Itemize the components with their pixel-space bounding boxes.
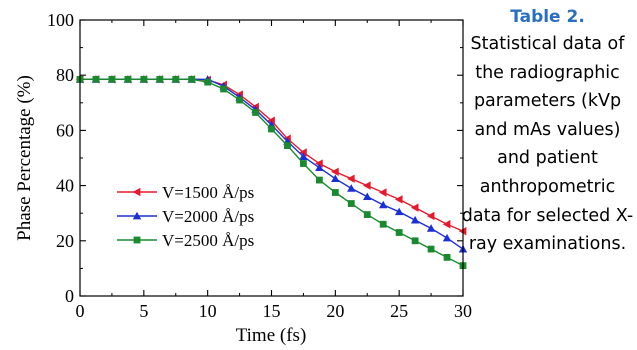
x-tick-label: 25 (390, 301, 408, 321)
data-point (331, 167, 339, 176)
data-point (427, 245, 435, 253)
data-point (315, 163, 324, 172)
x-axis-label: Time (fs) (236, 325, 307, 346)
data-point (379, 220, 387, 228)
x-tick-label: 5 (139, 301, 148, 321)
y-axis-label: Phase Percentage (%) (14, 75, 35, 241)
x-tick-label: 0 (76, 301, 85, 321)
series-3 (76, 75, 467, 270)
x-tick-label: 20 (326, 301, 344, 321)
caption-text: Statistical data of the radiographic par… (461, 34, 634, 255)
phase-percentage-chart: 0 5 10 15 20 25 30 0 20 40 60 80 100 Time (fs) Phase… (14, 10, 472, 346)
data-point (410, 215, 420, 224)
data-point (267, 116, 275, 125)
series-line (80, 78, 464, 250)
data-point (411, 237, 419, 245)
legend-label: V=2500 Å/ps (162, 231, 254, 250)
data-point (204, 78, 212, 86)
data-point (426, 224, 436, 232)
caption-panel: Table 2. Statistical data of the radiogr… (458, 4, 637, 259)
y-tick-label: 0 (65, 286, 74, 306)
data-point (92, 75, 100, 83)
data-point (347, 200, 355, 207)
data-point (132, 187, 141, 197)
series-1 (75, 75, 467, 236)
caption-title: Table 2. (510, 7, 585, 27)
y-tick-label: 60 (56, 120, 74, 140)
data-point (347, 174, 355, 183)
series-layer (75, 75, 468, 270)
y-tick-label: 20 (56, 231, 74, 251)
legend-item: V=2000 Å/ps (117, 207, 254, 226)
series-2 (75, 75, 468, 253)
legend-label: V=2000 Å/ps (162, 207, 254, 226)
data-point (331, 189, 339, 196)
data-point (140, 75, 148, 83)
data-point (395, 229, 403, 236)
data-point (132, 211, 142, 220)
series-line (80, 78, 464, 232)
data-point (220, 85, 228, 93)
data-point (426, 211, 435, 221)
y-tick-label: 100 (47, 10, 74, 30)
data-point (284, 142, 291, 149)
axis-ticks (79, 19, 464, 297)
legend-item: V=2500 Å/ps (117, 231, 254, 250)
data-point (410, 203, 419, 212)
y-tick-label: 80 (56, 65, 74, 85)
data-point (299, 148, 307, 157)
data-point (172, 75, 180, 83)
data-point (363, 211, 371, 218)
data-point (252, 109, 259, 116)
data-point (347, 184, 356, 192)
data-point (442, 220, 451, 229)
axis-tick-labels: 0 5 10 15 20 25 30 0 20 40 60 80 100 (47, 10, 472, 321)
data-point (315, 159, 323, 168)
data-point (394, 195, 403, 204)
data-point (236, 96, 243, 104)
data-point (299, 152, 308, 160)
data-point (315, 176, 323, 184)
data-point (442, 233, 452, 242)
data-point (443, 253, 451, 261)
x-tick-label: 10 (199, 301, 217, 321)
legend: V=1500 Å/ps V=2000 Å/ps V=2500 Å/ps (117, 183, 254, 250)
data-point (156, 75, 164, 83)
data-point (268, 125, 275, 133)
data-point (363, 192, 372, 200)
legend-label: V=1500 Å/ps (162, 183, 254, 202)
data-point (363, 181, 371, 190)
data-point (124, 75, 132, 83)
x-tick-label: 15 (263, 301, 281, 321)
data-point (379, 200, 388, 209)
data-point (108, 75, 116, 83)
x-tick-label: 30 (454, 301, 472, 321)
data-point (394, 207, 404, 216)
data-point (133, 236, 141, 244)
data-point (379, 188, 387, 197)
data-point (300, 160, 307, 167)
y-tick-label: 40 (56, 176, 74, 196)
data-point (331, 174, 340, 183)
legend-item: V=1500 Å/ps (117, 183, 254, 202)
data-point (188, 75, 196, 83)
plot-frame (79, 19, 464, 297)
